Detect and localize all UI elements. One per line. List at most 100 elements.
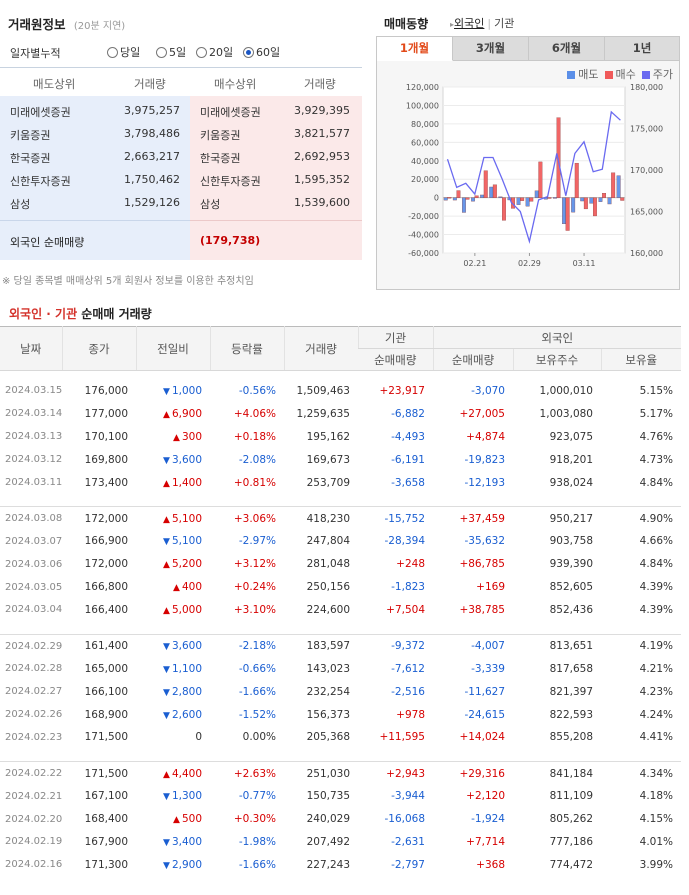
sell-broker-name: 키움증권 bbox=[10, 129, 51, 142]
buy-bar bbox=[447, 197, 452, 199]
cell-close: 165,000 bbox=[84, 662, 128, 675]
radio-20d[interactable] bbox=[196, 46, 207, 58]
trading-trend-title: 매매동향 bbox=[384, 17, 429, 31]
broker-row: 키움증권 3,798,486 키움증권 3,821,577 bbox=[0, 127, 362, 150]
cell-volume: 418,230 bbox=[306, 512, 350, 525]
cell-foreign-net: +27,005 bbox=[459, 407, 505, 420]
sell-broker-volume: 3,798,486 bbox=[124, 127, 180, 140]
arrow-up-icon: ▲ bbox=[163, 409, 170, 420]
cell-rate: 0.00% bbox=[242, 731, 276, 744]
spacer-cell bbox=[0, 493, 681, 508]
y-tick-left: 0 bbox=[434, 194, 439, 203]
sell-broker-volume: 3,975,257 bbox=[124, 104, 180, 117]
cell-volume: 1,509,463 bbox=[296, 384, 350, 397]
cell-close: 172,000 bbox=[84, 558, 128, 571]
sell-bar bbox=[489, 186, 494, 198]
cell-volume: 251,030 bbox=[306, 767, 350, 780]
y-tick-left: 120,000 bbox=[406, 83, 439, 92]
radio-60d[interactable] bbox=[243, 46, 254, 58]
table-row: 2024.02.23 171,500 0 0.00% 205,368 +11,595 +14… bbox=[0, 726, 681, 749]
trend-chart-box: 1개월 3개월 6개월 1년 매도 매수 주가 120,000 100,000 80… bbox=[376, 36, 680, 290]
change-value: 1,300 bbox=[171, 790, 202, 803]
arrow-down-icon: ▼ bbox=[163, 792, 170, 803]
cell-ratio: 4.24% bbox=[639, 708, 673, 721]
arrow-up-icon: ▲ bbox=[173, 432, 180, 443]
period-option-label: 20일 bbox=[209, 46, 234, 59]
col-group-institution: 기관 bbox=[357, 326, 433, 349]
buy-broker-volume: 1,539,600 bbox=[294, 196, 350, 209]
cell-ratio: 4.23% bbox=[639, 685, 673, 698]
y-tick-left: -20,000 bbox=[408, 212, 439, 221]
change-value: 5,100 bbox=[171, 512, 202, 525]
cell-rate: +0.24% bbox=[233, 581, 276, 594]
tab-3m[interactable]: 3개월 bbox=[453, 37, 529, 61]
cell-change: ▲ 500 bbox=[136, 808, 210, 831]
period-option-60d[interactable]: 60일 bbox=[243, 44, 280, 60]
cell-rate: -2.08% bbox=[238, 453, 276, 466]
tab-1m[interactable]: 1개월 bbox=[377, 37, 453, 61]
cell-close: 170,100 bbox=[84, 430, 128, 443]
cell-date: 2024.03.06 bbox=[5, 558, 63, 570]
radio-today[interactable] bbox=[107, 46, 118, 58]
tab-1y[interactable]: 1년 bbox=[605, 37, 679, 61]
cell-rate: +3.10% bbox=[233, 603, 276, 616]
legend-sell-label: 매도 bbox=[578, 68, 599, 81]
cell-inst-net: -1,823 bbox=[391, 581, 425, 594]
cell-rate: -0.66% bbox=[238, 662, 276, 675]
buy-bar bbox=[556, 117, 561, 198]
arrow-up-icon: ▲ bbox=[173, 583, 180, 594]
cell-date: 2024.03.07 bbox=[5, 535, 63, 547]
link-foreign[interactable]: 외국인 bbox=[454, 17, 485, 30]
cell-date: 2024.03.05 bbox=[5, 581, 63, 593]
change-value: 300 bbox=[181, 430, 202, 443]
change-value: 3,600 bbox=[171, 453, 202, 466]
change-value: 2,800 bbox=[171, 685, 202, 698]
period-option-today[interactable]: 당일 bbox=[107, 44, 140, 60]
cell-rate: -1.66% bbox=[238, 858, 276, 871]
cell-holdings: 855,208 bbox=[549, 731, 593, 744]
cell-date: 2024.03.04 bbox=[5, 604, 63, 616]
change-value: 5,200 bbox=[171, 558, 202, 571]
tab-6m[interactable]: 6개월 bbox=[529, 37, 605, 61]
cell-close: 166,800 bbox=[84, 581, 128, 594]
radio-5d[interactable] bbox=[156, 46, 167, 58]
cell-close: 168,900 bbox=[84, 708, 128, 721]
link-institution[interactable]: 기관 bbox=[494, 17, 515, 30]
buy-bar bbox=[611, 172, 616, 198]
cell-ratio: 4.39% bbox=[639, 581, 673, 594]
arrow-down-icon: ▼ bbox=[163, 710, 170, 721]
cell-change: ▼ 3,600 bbox=[136, 634, 210, 657]
cell-inst-net: -3,658 bbox=[391, 476, 425, 489]
cell-change: ▼ 2,800 bbox=[136, 680, 210, 703]
cell-foreign-net: +2,120 bbox=[466, 790, 505, 803]
cell-holdings: 950,217 bbox=[549, 512, 593, 525]
cell-foreign-net: +86,785 bbox=[459, 558, 505, 571]
period-option-20d[interactable]: 20일 bbox=[196, 44, 233, 60]
broker-row: 한국증권 2,663,217 한국증권 2,692,953 bbox=[0, 150, 362, 173]
table-row: 2024.02.29 161,400 ▼ 3,600 -2.18% 183,597 -9,3… bbox=[0, 634, 681, 657]
cell-rate: -1.52% bbox=[238, 708, 276, 721]
cell-close: 161,400 bbox=[84, 640, 128, 653]
x-tick-label: 03.11 bbox=[573, 259, 596, 268]
table-row: 2024.03.13 170,100 ▲ 300 +0.18% 195,162 -4,493… bbox=[0, 425, 681, 448]
cell-rate: +3.06% bbox=[233, 512, 276, 525]
cell-foreign-net: -3,339 bbox=[471, 662, 505, 675]
col-foreign-net: 순매매량 bbox=[432, 348, 513, 371]
cell-inst-net: -3,944 bbox=[391, 790, 425, 803]
cell-change: ▼ 5,100 bbox=[136, 530, 210, 553]
change-value: 4,400 bbox=[171, 767, 202, 780]
buy-bar bbox=[465, 197, 470, 200]
cell-ratio: 4.34% bbox=[639, 767, 673, 780]
period-option-5d[interactable]: 5일 bbox=[156, 44, 186, 60]
cell-change: 0 bbox=[136, 726, 210, 749]
sell-volume-header: 거래량 bbox=[134, 77, 166, 91]
trading-info-title-text: 거래원정보 bbox=[8, 17, 66, 32]
col-ratio: 보유율 bbox=[600, 348, 681, 371]
table-body: 2024.03.15 176,000 ▼ 1,000 -0.56% 1,509,463 +2… bbox=[0, 371, 681, 877]
cell-date: 2024.02.27 bbox=[5, 686, 63, 698]
cell-rate: -2.97% bbox=[238, 535, 276, 548]
cell-rate: -0.77% bbox=[238, 790, 276, 803]
period-label: 일자별누적 bbox=[10, 47, 61, 60]
sell-bar bbox=[589, 197, 594, 204]
sell-bar bbox=[571, 197, 576, 213]
